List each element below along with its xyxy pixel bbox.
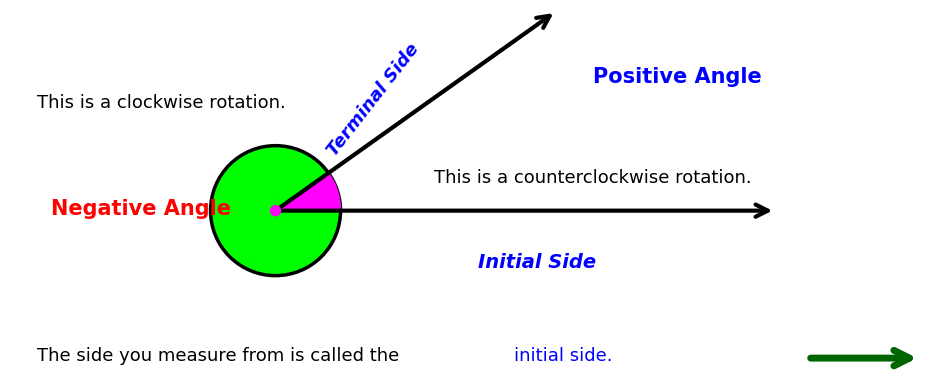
Ellipse shape <box>271 206 280 216</box>
Text: This is a clockwise rotation.: This is a clockwise rotation. <box>37 95 286 112</box>
Text: Initial Side: Initial Side <box>478 253 596 272</box>
Text: initial side.: initial side. <box>514 347 612 365</box>
Ellipse shape <box>210 146 341 276</box>
Text: Terminal Side: Terminal Side <box>324 40 423 159</box>
Polygon shape <box>276 173 341 211</box>
Text: The side you measure from is called the: The side you measure from is called the <box>37 347 405 365</box>
Text: Positive Angle: Positive Angle <box>593 67 762 87</box>
Text: Negative Angle: Negative Angle <box>51 199 232 219</box>
Text: This is a counterclockwise rotation.: This is a counterclockwise rotation. <box>434 169 752 187</box>
